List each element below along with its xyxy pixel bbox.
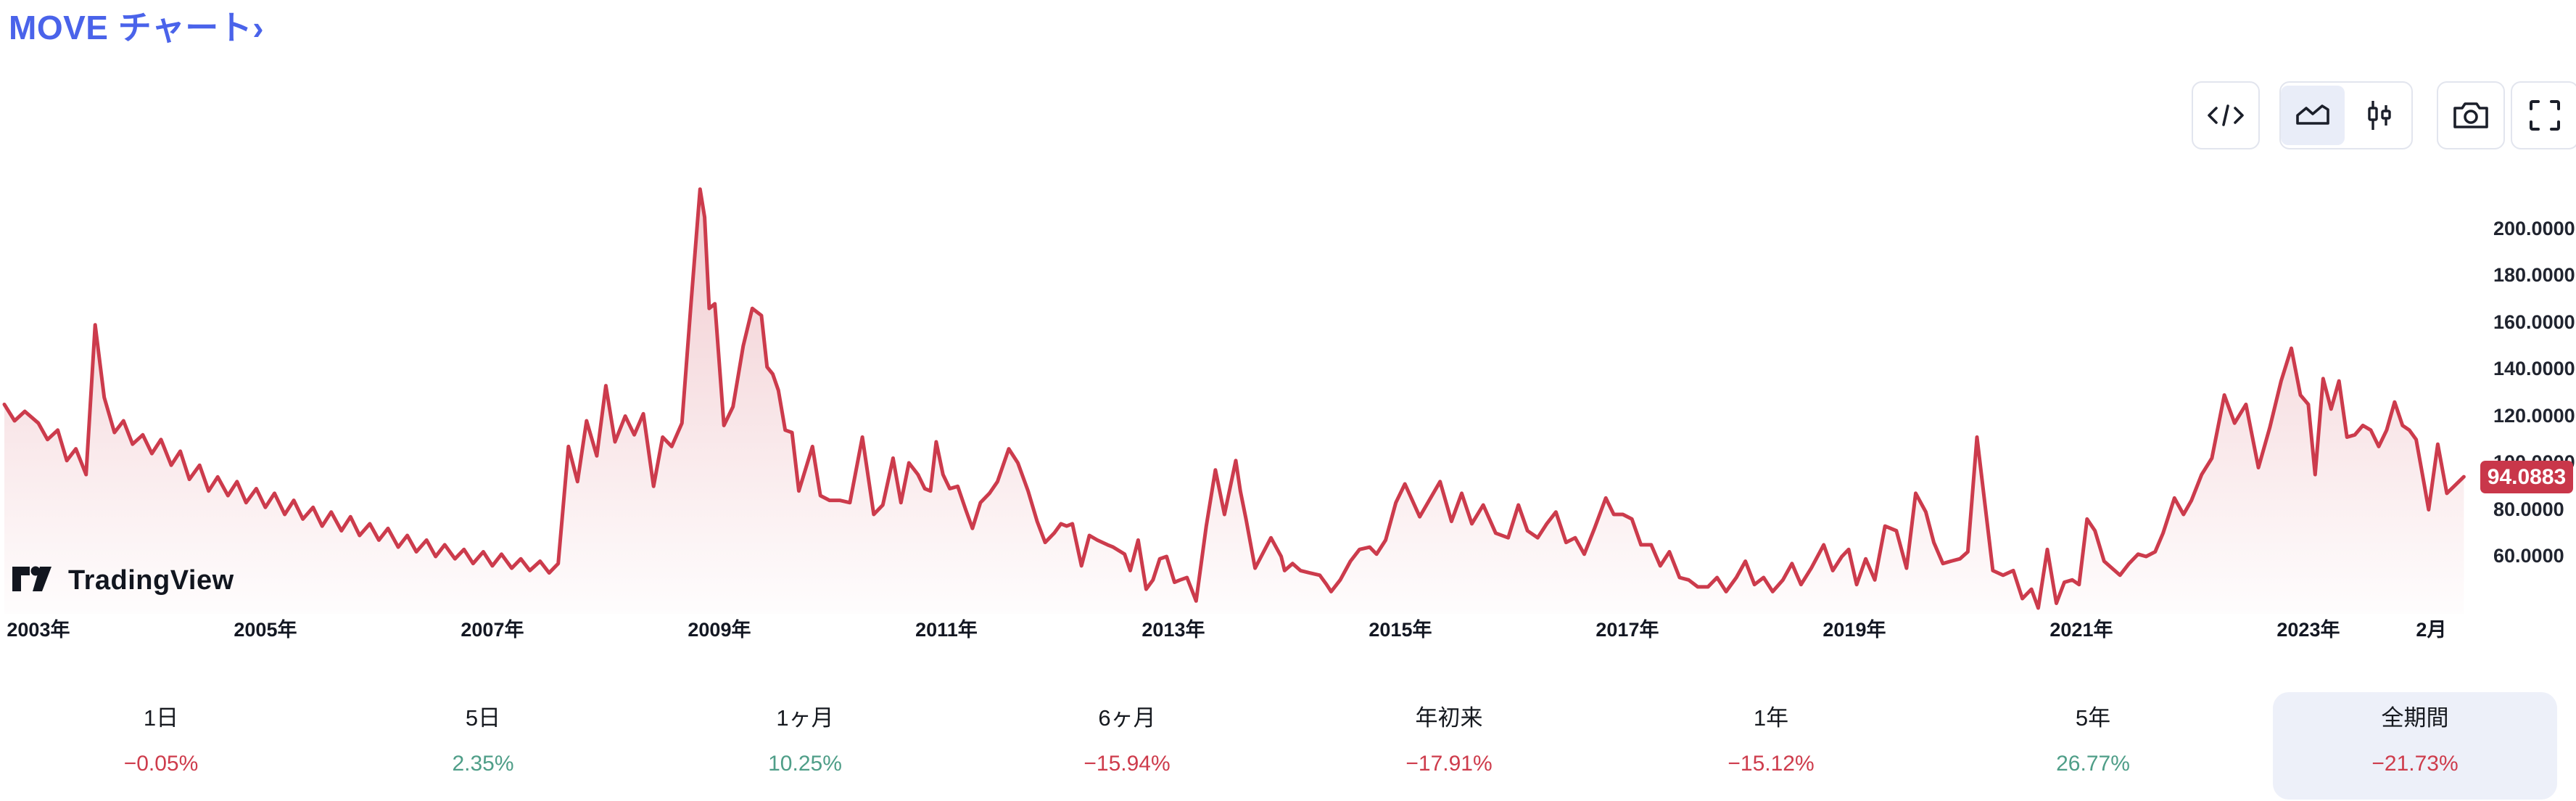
x-tick-label: 2007年 <box>461 619 524 641</box>
period-cell-4[interactable]: 年初来 −17.91% <box>1288 675 1610 801</box>
period-change: −21.73% <box>2371 752 2459 776</box>
period-cell-2[interactable]: 1ヶ月 10.25% <box>644 675 966 801</box>
period-selector-row: 1日 −0.05% 5日 2.35% 1ヶ月 10.25% 6ヶ月 −15.94… <box>0 675 2576 801</box>
candlestick-style-button[interactable] <box>2348 86 2411 145</box>
x-tick-label: 2009年 <box>688 619 751 641</box>
period-label: 6ヶ月 <box>1098 705 1156 731</box>
period-change: 26.77% <box>2056 752 2130 776</box>
period-label: 5日 <box>465 705 501 731</box>
x-tick-label: 2019年 <box>1822 619 1886 641</box>
period-label: 1日 <box>143 705 179 731</box>
fullscreen-icon <box>2528 99 2561 132</box>
x-tick-label: 2011年 <box>915 619 978 641</box>
chart-toolbar <box>0 81 2576 151</box>
period-label: 1年 <box>1753 705 1789 731</box>
fullscreen-button[interactable] <box>2511 81 2576 149</box>
snapshot-button[interactable] <box>2437 81 2505 149</box>
y-tick-label: 120.0000 <box>2493 404 2575 427</box>
period-label: 全期間 <box>2381 705 2449 731</box>
x-tick-label: 2005年 <box>234 619 297 641</box>
period-cell-6[interactable]: 5年 26.77% <box>1932 675 2254 801</box>
series-line <box>2 187 2466 610</box>
period-change: 2.35% <box>452 752 514 776</box>
last-price-badge: 94.0883 <box>2480 461 2573 494</box>
period-change: −0.05% <box>123 752 199 776</box>
candlestick-icon <box>2364 99 2395 131</box>
x-tick-label: 2017年 <box>1595 619 1659 641</box>
period-cell-1[interactable]: 5日 2.35% <box>322 675 644 801</box>
x-tick-label: 2月 <box>2416 619 2447 641</box>
code-icon <box>2206 101 2245 130</box>
period-cell-7[interactable]: 全期間 −21.73% <box>2254 675 2576 801</box>
tradingview-logo-icon <box>12 564 58 597</box>
tradingview-watermark[interactable]: TradingView <box>12 564 234 597</box>
embed-code-button[interactable] <box>2192 81 2260 149</box>
y-tick-label: 200.0000 <box>2493 217 2575 239</box>
period-cell-3[interactable]: 6ヶ月 −15.94% <box>966 675 1288 801</box>
period-label: 5年 <box>2075 705 2111 731</box>
watermark-text: TradingView <box>68 565 234 596</box>
period-change: 10.25% <box>768 752 842 776</box>
x-tick-label: 2003年 <box>7 619 70 641</box>
area-chart-icon <box>2294 101 2332 130</box>
series-area-fill <box>4 189 2464 614</box>
period-label: 年初来 <box>1415 705 1483 731</box>
period-change: −17.91% <box>1405 752 1493 776</box>
x-tick-label: 2015年 <box>1368 619 1432 641</box>
x-tick-label: 2013年 <box>1142 619 1205 641</box>
y-tick-label: 180.0000 <box>2493 264 2575 286</box>
selected-period-highlight <box>2273 692 2557 800</box>
period-cell-5[interactable]: 1年 −15.12% <box>1610 675 1932 801</box>
area-chart-style-button[interactable] <box>2281 86 2345 145</box>
period-change: −15.94% <box>1083 752 1171 776</box>
camera-icon <box>2452 99 2490 131</box>
x-axis[interactable]: 2003年 2005年 2007年 2009年 2011年 2013年 2015年 2017年… <box>0 614 2576 643</box>
period-change: −15.12% <box>1727 752 1815 776</box>
period-cell-0[interactable]: 1日 −0.05% <box>0 675 322 801</box>
y-tick-label: 60.0000 <box>2493 545 2564 567</box>
y-tick-label: 140.0000 <box>2493 358 2575 379</box>
x-tick-label: 2023年 <box>2276 619 2340 641</box>
y-tick-label: 80.0000 <box>2493 498 2564 520</box>
page-title[interactable]: MOVE チャート› <box>9 9 265 46</box>
period-label: 1ヶ月 <box>776 705 834 731</box>
y-tick-label: 160.0000 <box>2493 311 2575 333</box>
x-tick-label: 2021年 <box>2049 619 2113 641</box>
chart-style-switch <box>2279 81 2413 149</box>
